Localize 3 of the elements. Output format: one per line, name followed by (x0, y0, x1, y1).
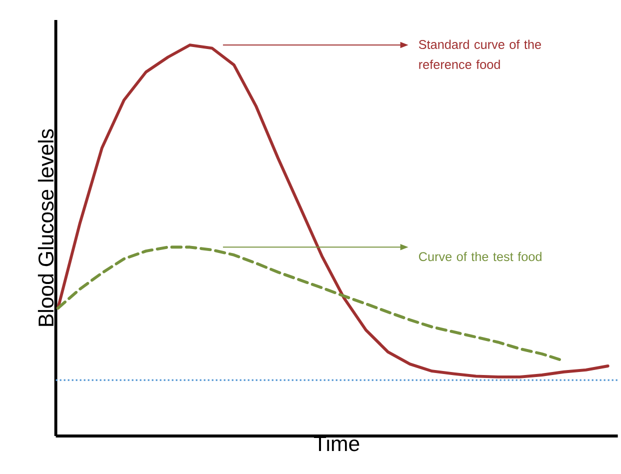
annotation: Standard curve of the reference food (418, 40, 541, 69)
y-axis-title: Blood Glucose levels (38, 129, 54, 326)
annotation: Curve of the test food (419, 252, 542, 262)
